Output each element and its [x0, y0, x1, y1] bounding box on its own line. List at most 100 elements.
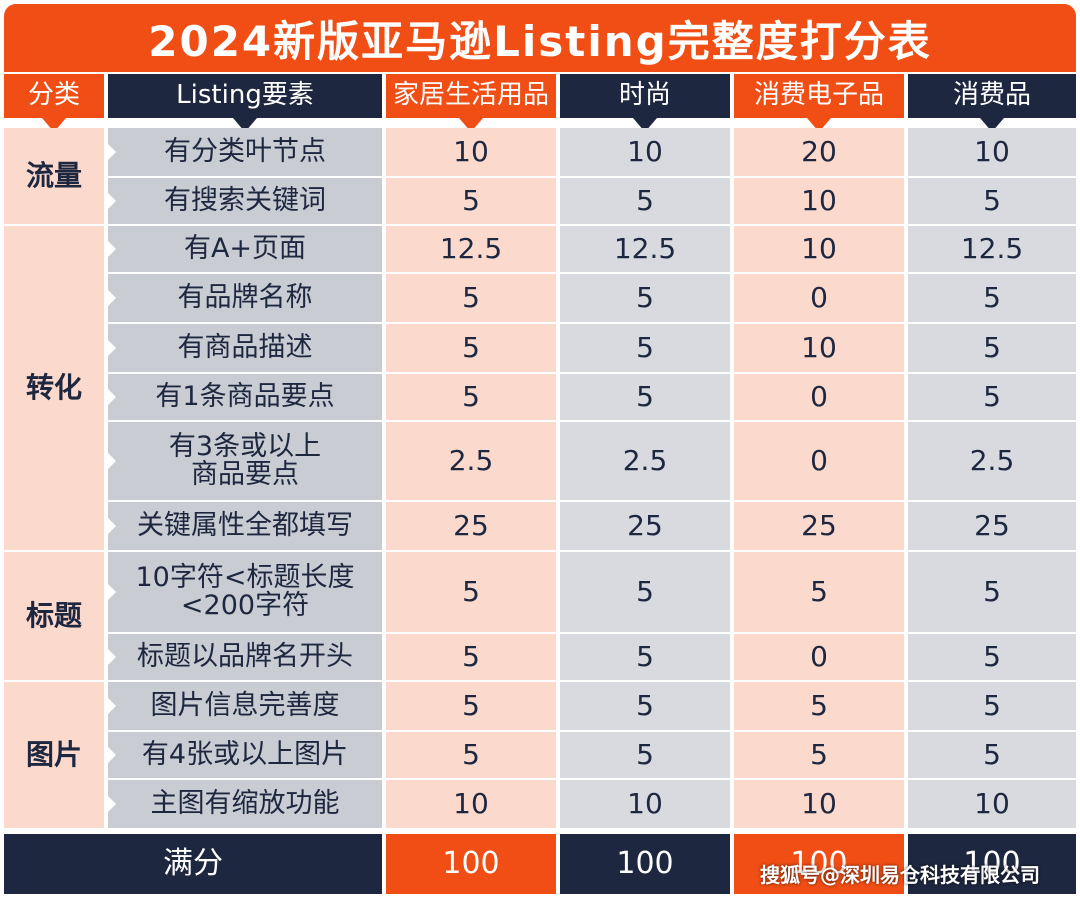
- score-cell: 5: [908, 178, 1076, 224]
- score-cell: 5: [560, 732, 730, 778]
- element-cell: 10字符<标题长度 <200字符: [108, 552, 382, 632]
- element-label: 有商品描述: [177, 331, 313, 363]
- element-label: 有1条商品要点: [155, 380, 335, 412]
- score-cell: 5: [386, 274, 556, 322]
- header-home-living: 家居生活用品: [386, 74, 556, 132]
- score-cell: 5: [560, 274, 730, 322]
- header-element: Listing要素: [108, 74, 382, 132]
- score-cell: 5: [908, 274, 1076, 322]
- score-cell: 10: [560, 780, 730, 828]
- element-cell: 有分类叶节点: [108, 128, 382, 176]
- score-cell: 10: [908, 128, 1076, 176]
- footer-score: 100: [560, 834, 730, 894]
- header-consumer-electronics: 消费电子品: [734, 74, 904, 132]
- footer-score: 100: [734, 834, 904, 894]
- score-cell: 5: [386, 634, 556, 680]
- score-cell: 5: [734, 552, 904, 632]
- element-cell: 有搜索关键词: [108, 178, 382, 224]
- header-label: 时尚: [618, 80, 671, 111]
- score-cell: 5: [908, 552, 1076, 632]
- score-cell: 5: [560, 682, 730, 730]
- header-fashion: 时尚: [560, 74, 730, 132]
- score-cell: 10: [734, 324, 904, 372]
- element-cell: 有3条或以上 商品要点: [108, 422, 382, 500]
- score-cell: 12.5: [386, 226, 556, 272]
- element-label: 有品牌名称: [177, 281, 313, 313]
- score-cell: 10: [386, 128, 556, 176]
- score-cell: 10: [560, 128, 730, 176]
- header-category: 分类: [4, 74, 104, 132]
- score-cell: 5: [734, 732, 904, 778]
- header-label: 分类: [27, 80, 80, 111]
- score-cell: 5: [386, 552, 556, 632]
- element-label: 标题以品牌名开头: [137, 640, 353, 672]
- score-cell: 5: [560, 634, 730, 680]
- category-cell: 流量: [4, 128, 104, 224]
- header-label: 家居生活用品: [392, 80, 549, 111]
- score-cell: 5: [386, 374, 556, 420]
- score-cell: 20: [734, 128, 904, 176]
- score-cell: 10: [734, 226, 904, 272]
- element-label: 有分类叶节点: [164, 135, 326, 167]
- element-cell: 有4张或以上图片: [108, 732, 382, 778]
- header-label: 消费电子品: [753, 80, 884, 111]
- element-cell: 主图有缩放功能: [108, 780, 382, 828]
- score-cell: 12.5: [908, 226, 1076, 272]
- score-cell: 25: [908, 502, 1076, 550]
- score-cell: 5: [908, 634, 1076, 680]
- score-cell: 5: [560, 324, 730, 372]
- score-cell: 10: [734, 178, 904, 224]
- footer-score: 100: [908, 834, 1076, 894]
- category-cell: 标题: [4, 552, 104, 680]
- footer-score: 100: [386, 834, 556, 894]
- score-cell: 12.5: [560, 226, 730, 272]
- score-cell: 5: [386, 732, 556, 778]
- score-cell: 25: [560, 502, 730, 550]
- header-label: 消费品: [952, 80, 1031, 111]
- element-cell: 标题以品牌名开头: [108, 634, 382, 680]
- score-cell: 5: [908, 682, 1076, 730]
- score-cell: 5: [560, 552, 730, 632]
- score-cell: 0: [734, 374, 904, 420]
- category-cell: 图片: [4, 682, 104, 828]
- score-cell: 0: [734, 634, 904, 680]
- score-cell: 2.5: [560, 422, 730, 500]
- score-cell: 25: [386, 502, 556, 550]
- element-cell: 有1条商品要点: [108, 374, 382, 420]
- element-cell: 关键属性全都填写: [108, 502, 382, 550]
- score-cell: 10: [908, 780, 1076, 828]
- element-label: 10字符<标题长度 <200字符: [135, 561, 355, 621]
- element-cell: 图片信息完善度: [108, 682, 382, 730]
- score-cell: 5: [908, 324, 1076, 372]
- header-label: Listing要素: [176, 80, 314, 111]
- element-cell: 有A+页面: [108, 226, 382, 272]
- watermark: 搜狐号@深圳易仓科技有限公司: [760, 862, 1040, 887]
- element-cell: 有商品描述: [108, 324, 382, 372]
- score-cell: 5: [386, 682, 556, 730]
- score-cell: 5: [908, 732, 1076, 778]
- score-cell: 5: [560, 178, 730, 224]
- category-cell: 转化: [4, 226, 104, 550]
- score-cell: 2.5: [386, 422, 556, 500]
- page-title: 2024新版亚马逊Listing完整度打分表: [4, 4, 1076, 72]
- score-cell: 5: [908, 374, 1076, 420]
- element-label: 有4张或以上图片: [141, 738, 349, 770]
- footer-label: 满分: [4, 834, 382, 894]
- score-cell: 5: [386, 178, 556, 224]
- score-cell: 10: [386, 780, 556, 828]
- score-cell: 10: [734, 780, 904, 828]
- score-cell: 0: [734, 422, 904, 500]
- element-label: 关键属性全都填写: [137, 509, 353, 541]
- element-label: 图片信息完善度: [150, 689, 340, 721]
- element-cell: 有品牌名称: [108, 274, 382, 322]
- element-label: 有3条或以上 商品要点: [168, 430, 322, 490]
- element-label: 有搜索关键词: [164, 184, 326, 216]
- score-cell: 5: [386, 324, 556, 372]
- score-cell: 5: [734, 682, 904, 730]
- score-cell: 2.5: [908, 422, 1076, 500]
- score-cell: 25: [734, 502, 904, 550]
- element-label: 主图有缩放功能: [150, 787, 340, 819]
- header-consumer-goods: 消费品: [908, 74, 1076, 132]
- score-cell: 5: [560, 374, 730, 420]
- score-cell: 0: [734, 274, 904, 322]
